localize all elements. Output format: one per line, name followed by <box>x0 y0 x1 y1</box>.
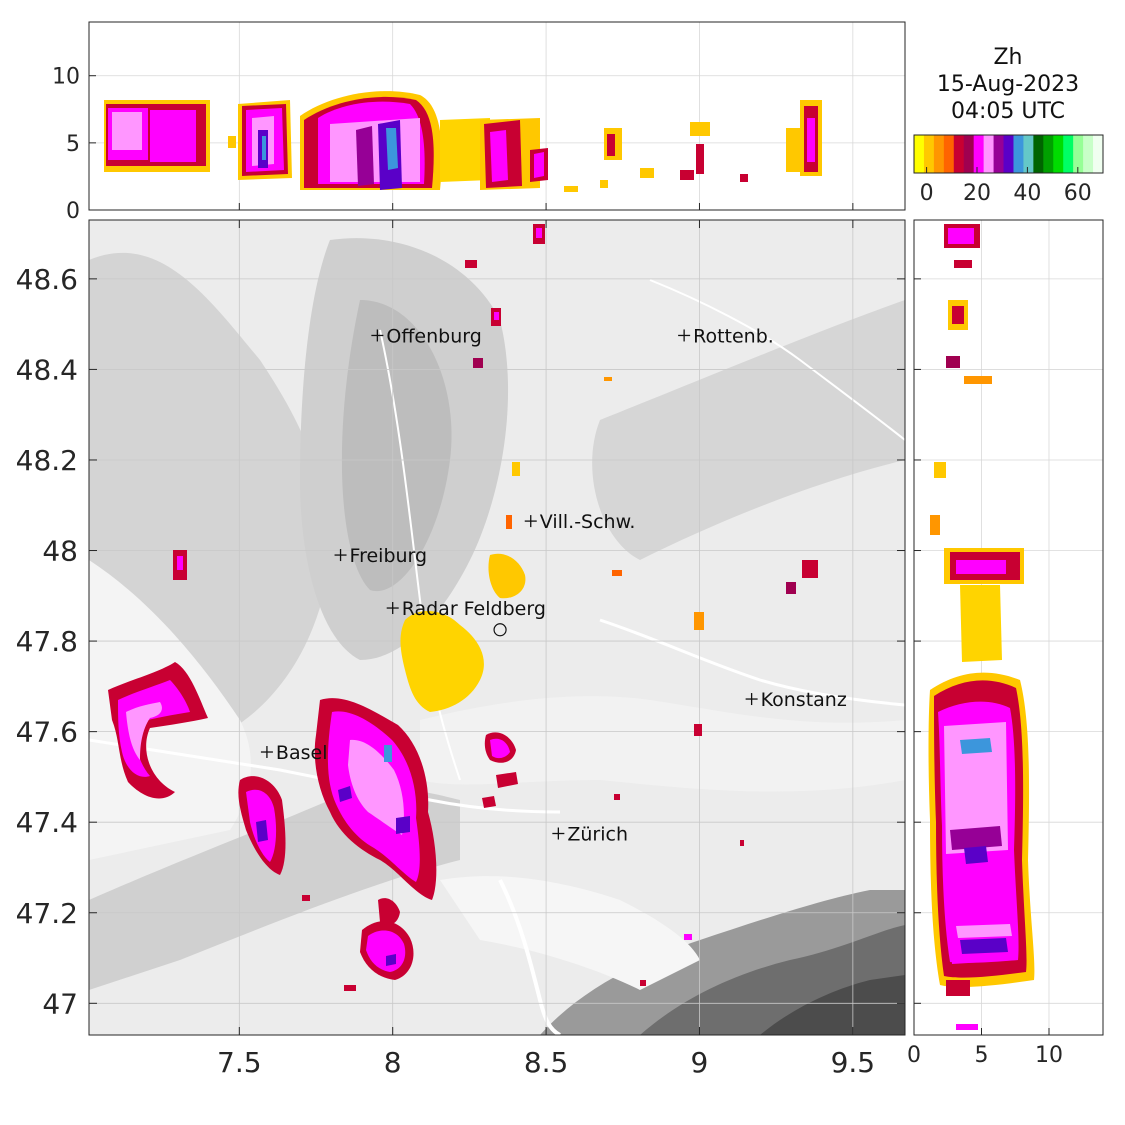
colorbar-tick-label: 60 <box>1064 181 1092 206</box>
city-marker: Basel <box>260 742 328 764</box>
map-y-tick-label: 48.2 <box>16 444 78 477</box>
colorbar-tick-label: 20 <box>963 181 991 206</box>
city-marker: Zürich <box>552 824 628 846</box>
map-y-tick-label: 48.6 <box>16 263 78 296</box>
side-x-tick-label: 0 <box>907 1043 921 1068</box>
top-panel-axis-ticks: 0 5 10 <box>52 65 854 224</box>
map-y-tick-label: 47.2 <box>16 897 78 930</box>
colorbar-swatch <box>933 135 945 173</box>
terrain-background <box>89 220 905 1035</box>
colorbar-swatch <box>1033 135 1044 173</box>
colorbar-swatch <box>993 135 1005 173</box>
side-panel-axis-ticks: 0 5 10 <box>907 278 1063 1068</box>
colorbar-swatch <box>1093 135 1104 173</box>
radar-site-marker <box>493 623 507 637</box>
side-x-tick-label: 10 <box>1035 1043 1063 1068</box>
map-x-tick-label: 7.5 <box>217 1046 262 1079</box>
title-variable: Zh <box>993 45 1022 70</box>
top-y-tick-label: 0 <box>66 199 80 224</box>
city-marker: Offenburg <box>371 325 482 347</box>
colorbar-swatch <box>1073 135 1084 173</box>
map-reflectivity-echoes <box>108 224 818 991</box>
city-label: Rottenb. <box>693 325 774 347</box>
colorbar-tick-label: 0 <box>920 181 934 206</box>
colorbar-swatch <box>1043 135 1054 173</box>
city-label: Radar Feldberg <box>402 598 546 620</box>
side-height-panel: 0 5 10 <box>907 219 1104 1068</box>
map-x-tick-label: 8.5 <box>524 1046 569 1079</box>
city-label: Zürich <box>567 824 628 846</box>
colorbar-swatch <box>1003 135 1014 173</box>
colorbar-swatch <box>953 135 965 173</box>
city-label: Offenburg <box>386 325 481 347</box>
map-y-tick-label: 47.6 <box>16 716 78 749</box>
colorbar-swatch <box>1083 135 1094 173</box>
colorbar-swatch <box>1063 135 1074 173</box>
colorbar-swatch <box>983 135 995 173</box>
colorbar-swatch <box>963 135 975 173</box>
city-marker: Vill.-Schw. <box>524 511 636 533</box>
colorbar-swatch <box>1013 135 1024 173</box>
map-x-tick-label: 8 <box>384 1046 402 1079</box>
map-y-tick-label: 47.8 <box>16 625 78 658</box>
colorbar: 0 20 40 60 <box>913 134 1104 206</box>
colorbar-swatch <box>973 135 985 173</box>
title-time: 04:05 UTC <box>951 99 1065 124</box>
title-date: 15-Aug-2023 <box>937 72 1079 97</box>
map-x-tick-label: 9 <box>691 1046 709 1079</box>
top-y-tick-label: 10 <box>52 65 80 90</box>
map-y-tick-label: 48.4 <box>16 353 78 386</box>
top-y-tick-label: 5 <box>66 132 80 157</box>
colorbar-swatch <box>1023 135 1034 173</box>
map-y-tick-label: 47 <box>42 987 78 1020</box>
colorbar-swatch <box>1053 135 1064 173</box>
city-marker: Freiburg <box>334 545 428 567</box>
colorbar-swatch <box>923 135 935 173</box>
map-y-tick-label: 48 <box>42 535 78 568</box>
city-marker: Radar Feldberg <box>386 598 546 620</box>
side-panel-echoes <box>928 224 1035 1030</box>
map-gridlines <box>89 220 905 1035</box>
colorbar-swatch <box>914 135 925 173</box>
map-panel: 7.5 8 8.5 9 9.5 48.6 48.4 48.2 48 47.8 47.6 47.4 47.… <box>16 219 906 1079</box>
top-height-panel: 0 5 10 <box>52 21 906 224</box>
city-marker: Konstanz <box>745 689 847 711</box>
colorbar-swatch <box>943 135 955 173</box>
map-city-markers: Offenburg Rottenb. Vill.-Schw. Freiburg Rada… <box>260 325 847 846</box>
city-marker: Rottenb. <box>678 325 774 347</box>
map-axis-ticks: 7.5 8 8.5 9 9.5 48.6 48.4 48.2 48 47.8 47.6 47.4 47.… <box>16 220 905 1079</box>
side-x-tick-label: 5 <box>975 1043 989 1068</box>
map-y-tick-label: 47.4 <box>16 806 78 839</box>
top-panel-echoes <box>104 91 822 192</box>
city-label: Vill.-Schw. <box>540 511 636 533</box>
title-block: Zh 15-Aug-2023 04:05 UTC <box>937 45 1079 124</box>
city-label: Basel <box>276 742 328 764</box>
city-label: Freiburg <box>350 545 428 567</box>
map-x-tick-label: 9.5 <box>831 1046 876 1079</box>
colorbar-tick-label: 40 <box>1013 181 1041 206</box>
colorbar-frame <box>913 134 1104 174</box>
city-label: Konstanz <box>761 689 847 711</box>
